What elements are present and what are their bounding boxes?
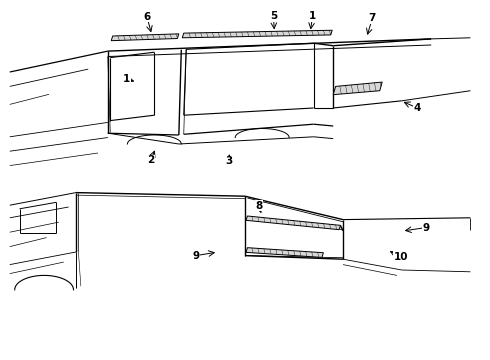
Text: 4: 4 [414,103,421,113]
Text: 7: 7 [368,13,376,23]
Text: 8: 8 [255,201,262,211]
Text: 1: 1 [123,74,130,84]
Text: 1: 1 [309,11,316,21]
PathPatch shape [111,34,179,41]
Text: 9: 9 [423,222,430,233]
Text: 9: 9 [193,251,199,261]
PathPatch shape [182,30,332,38]
Text: 10: 10 [393,252,408,262]
PathPatch shape [333,82,382,95]
PathPatch shape [246,248,323,257]
Text: 5: 5 [270,11,277,21]
Text: 3: 3 [226,156,233,166]
PathPatch shape [246,216,341,230]
Text: 6: 6 [144,12,150,22]
Text: 2: 2 [147,155,154,165]
